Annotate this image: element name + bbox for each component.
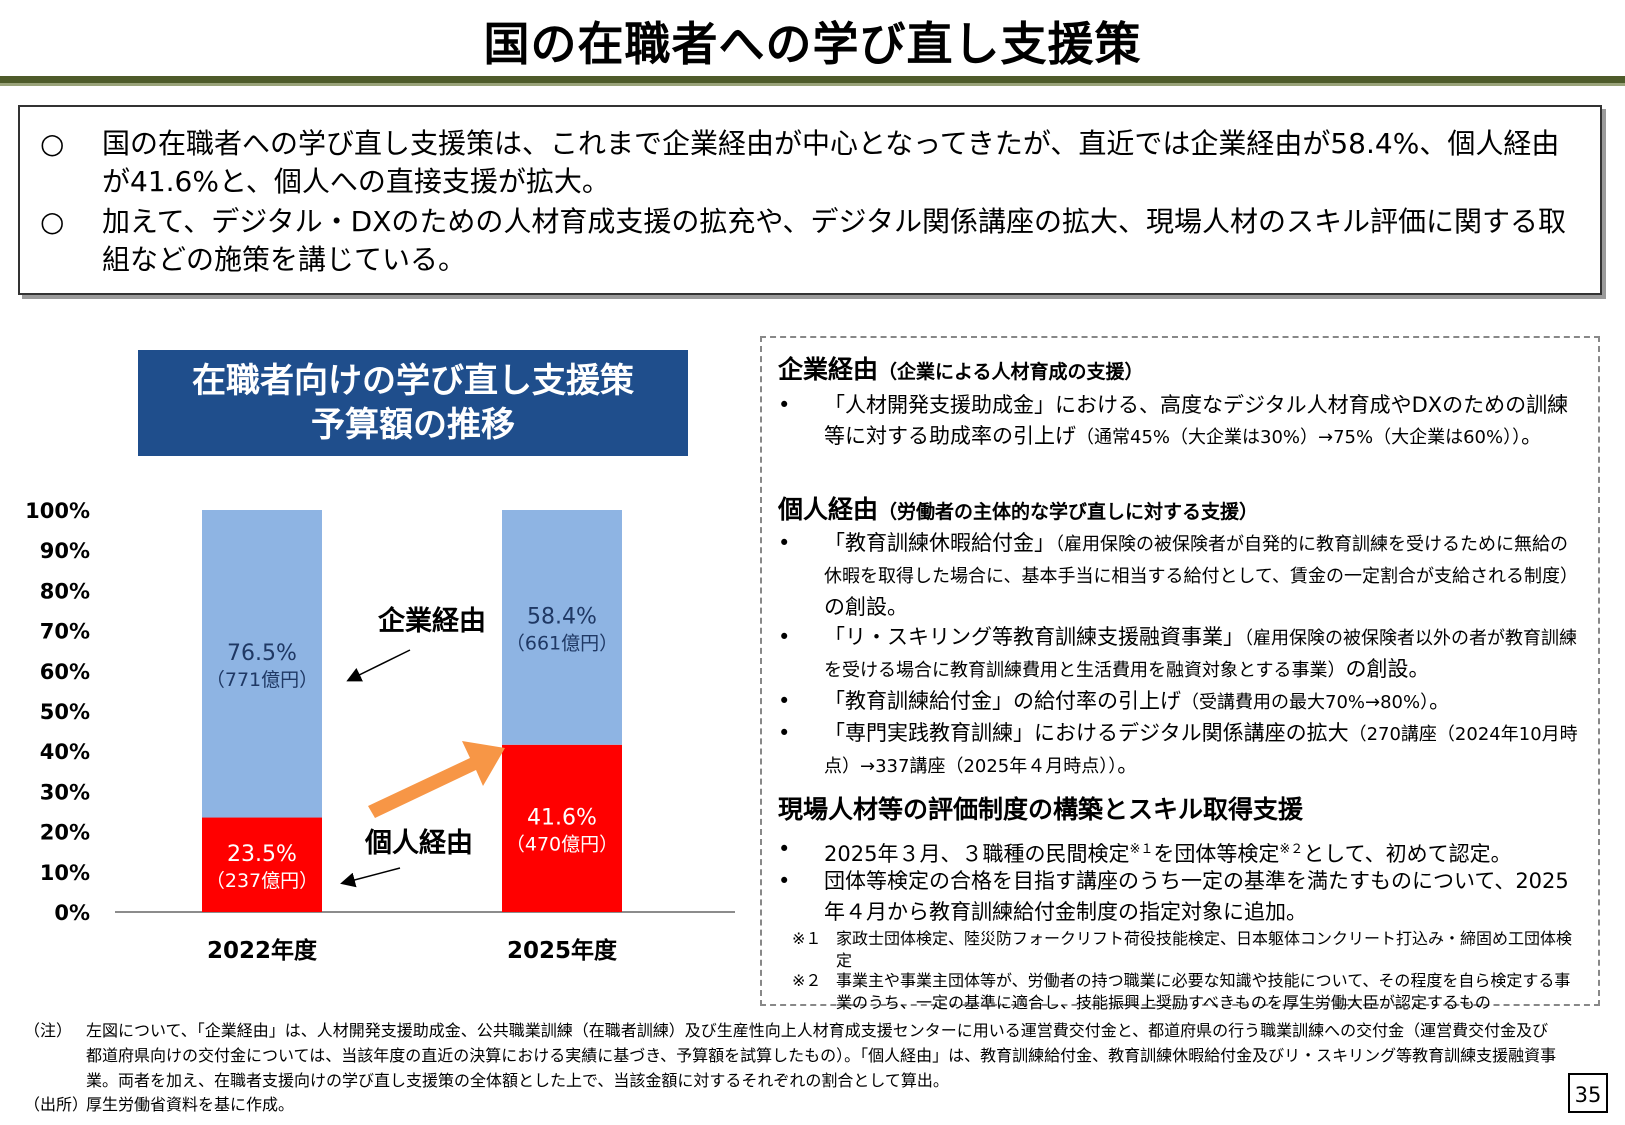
y-tick-label: 50% (40, 700, 90, 724)
y-tick-label: 10% (40, 861, 90, 885)
y-tick-label: 100% (25, 499, 90, 523)
detail-box: 企業経由（企業による人材育成の支援） • 「人材開発支援助成金」における、高度な… (760, 336, 1600, 1012)
data-label-amount: （661億円） (506, 632, 618, 654)
data-label-amount: （237億円） (206, 870, 318, 892)
chart-title-line2: 予算額の推移 (311, 405, 515, 445)
chart-title-line1: 在職者向けの学び直し支援策 (192, 361, 634, 401)
summary-item: ○ 加えて、デジタル・DXのための人材育成支援の拡充や、デジタル関係講座の拡大、… (40, 203, 1585, 279)
title-rule-accent (0, 83, 1625, 86)
callout-arrow-corp (346, 649, 411, 682)
summary-text: 国の在職者への学び直し支援策は、これまで企業経由が中心となってきたが、直近では企… (102, 127, 1560, 198)
y-tick-label: 60% (40, 660, 90, 684)
y-tick-label: 40% (40, 740, 90, 764)
section-heading-field: 現場人材等の評価制度の構築とスキル取得支援 (778, 795, 1304, 824)
footnote: ※２ 事業主や事業主団体等が、労働者の持つ職業に必要な知識や技能について、その程… (792, 971, 1571, 1012)
x-tick-label: 2022年度 (207, 937, 318, 964)
summary-box: ○ 国の在職者への学び直し支援策は、これまで企業経由が中心となってきたが、直近で… (18, 105, 1602, 295)
title-rule (0, 76, 1625, 83)
trend-arrow (368, 741, 505, 818)
page-title: 国の在職者への学び直し支援策 (483, 17, 1142, 71)
data-label: 58.4% (527, 604, 597, 629)
data-label-amount: （470億円） (506, 833, 618, 855)
list-item: • 「専門実践教育訓練」におけるデジタル関係講座の拡大（270講座（2024年1… (778, 721, 1578, 777)
bar-segment (202, 510, 322, 818)
chart-title-box: 在職者向けの学び直し支援策 予算額の推移 (138, 350, 688, 456)
bar-segment (502, 744, 622, 912)
list-item: • 「人材開発支援助成金」における、高度なデジタル人材育成やDXのための訓練等に… (778, 393, 1569, 448)
note: （注） 左図について、「企業経由」は、人材開発支援助成金、公共職業訓練（在職者訓… (24, 1021, 1557, 1090)
bar-segment (202, 817, 322, 912)
y-tick-label: 70% (40, 620, 90, 644)
list-item: • 団体等検定の合格を目指す講座のうち一定の基準を満たすものについて、2025年… (778, 869, 1569, 924)
section-heading-corp: 企業経由（企業による人材育成の支援） (778, 355, 1144, 384)
x-tick-label: 2025年度 (507, 937, 618, 964)
y-tick-label: 20% (40, 821, 90, 845)
list-item: • 2025年３月、３職種の民間検定※１を団体等検定※２として、初めて認定。 (778, 837, 1512, 866)
source-note: （出所） 厚生労働省資料を基に作成。 (24, 1095, 295, 1114)
summary-item: ○ 国の在職者への学び直し支援策は、これまで企業経由が中心となってきたが、直近で… (40, 125, 1585, 201)
bar-segment (502, 510, 622, 745)
data-label: 76.5% (227, 641, 297, 666)
list-item: • 「リ・スキリング等教育訓練支援融資事業」（雇用保険の被保険者以外の者が教育訓… (778, 625, 1577, 681)
list-item: • 「教育訓練給付金」の給付率の引上げ（受講費用の最大70%→80%）。 (778, 689, 1451, 713)
list-item: • 「教育訓練休暇給付金」（雇用保険の被保険者が自発的に教育訓練を受けるために無… (778, 531, 1579, 619)
circle-bullet-icon: ○ (40, 127, 65, 160)
data-label-amount: （771億円） (206, 669, 318, 691)
series-label-indiv: 個人経由 (364, 827, 473, 859)
circle-bullet-icon: ○ (40, 205, 65, 238)
summary-text: 加えて、デジタル・DXのための人材育成支援の拡充や、デジタル関係講座の拡大、現場… (102, 205, 1566, 276)
y-tick-label: 0% (54, 901, 90, 925)
footnote: ※１ 家政士団体検定、陸災防フォークリフト荷役技能検定、日本躯体コンクリート打込… (792, 929, 1573, 970)
stacked-bar-chart: 0% 10% 20% 30% 40% 50% 60% 70% 80% 90% 100% 23.5% （… (25, 499, 735, 964)
callout-arrow-indiv (340, 867, 401, 888)
y-tick-label: 90% (40, 539, 90, 563)
y-tick-label: 30% (40, 780, 90, 804)
page-number: 35 (1568, 1073, 1608, 1113)
series-label-corp: 企業経由 (378, 605, 486, 637)
data-label: 23.5% (227, 842, 297, 867)
section-heading-indiv: 個人経由（労働者の主体的な学び直しに対する支援） (778, 495, 1259, 524)
y-tick-label: 80% (40, 579, 90, 603)
data-label: 41.6% (527, 805, 597, 830)
